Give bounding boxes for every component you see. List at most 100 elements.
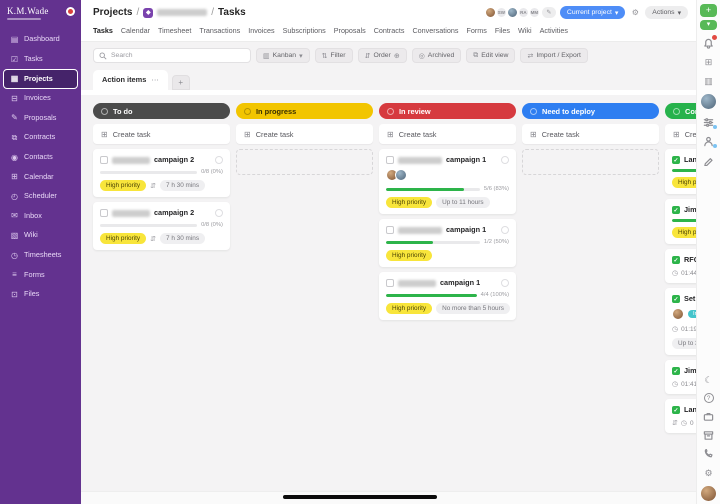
current-project-dropdown[interactable]: Current project ▾ [559, 6, 626, 19]
task-card[interactable]: ✓ RFQ in ◷01:44 [665, 249, 696, 284]
empty-drop-zone[interactable] [522, 149, 659, 175]
column-header-in-review[interactable]: In review [379, 103, 516, 119]
task-status-ring[interactable] [501, 226, 509, 235]
task-checkbox[interactable] [386, 279, 394, 288]
tab-files[interactable]: Files [494, 26, 510, 35]
user-avatar[interactable] [701, 94, 716, 109]
task-card[interactable]: ✓ Set up Inte ◷01:19 Up to 30 mins [665, 288, 696, 356]
column-header-in-progress[interactable]: In progress [236, 103, 373, 119]
tab-proposals[interactable]: Proposals [333, 26, 366, 35]
task-card[interactable]: campaign 1 5/6 (83%) High priority Up to … [379, 149, 516, 215]
add-view-button[interactable]: + [171, 75, 190, 90]
dark-mode-moon-icon[interactable]: ☾ [704, 374, 713, 385]
sidebar-item-dashboard[interactable]: ▤ Dashboard [3, 30, 78, 50]
tab-subscriptions[interactable]: Subscriptions [282, 26, 326, 35]
member-avatar[interactable] [484, 7, 496, 18]
pen-icon[interactable] [703, 154, 715, 166]
tab-calendar[interactable]: Calendar [120, 26, 151, 35]
filter-button[interactable]: ⇅ Filter [314, 48, 353, 63]
edit-view-button[interactable]: ⧉ Edit view [466, 48, 516, 63]
profile-avatar[interactable] [701, 486, 716, 501]
tab-forms[interactable]: Forms [466, 26, 487, 35]
task-checkbox-checked[interactable]: ✓ [672, 206, 680, 215]
board-panel-icon[interactable]: ▥ [704, 75, 713, 86]
briefcase-icon[interactable] [703, 410, 715, 422]
sidebar-item-proposals[interactable]: ✎ Proposals [3, 108, 78, 128]
create-task-button[interactable]: ⊞ Create task [379, 124, 516, 144]
sidebar-item-wiki[interactable]: ▧ Wiki [3, 226, 78, 246]
sidebar-item-contacts[interactable]: ◉ Contacts [3, 148, 78, 168]
assignee-avatar[interactable] [395, 169, 407, 182]
search-input[interactable]: Search [93, 48, 251, 63]
phone-icon[interactable] [703, 448, 715, 460]
task-status-ring[interactable] [501, 279, 509, 288]
task-checkbox-checked[interactable]: ✓ [672, 295, 680, 304]
sidebar-item-forms[interactable]: ≡ Forms [3, 265, 78, 285]
create-task-button[interactable]: ⊞ Create task [93, 124, 230, 144]
view-mode-dropdown[interactable]: ▥ Kanban ▾ [256, 48, 310, 63]
create-task-button[interactable]: ⊞ Create task [522, 124, 659, 144]
task-card[interactable]: ✓ Jim G ◷01:41 [665, 360, 696, 395]
task-checkbox[interactable] [386, 156, 394, 164]
sliders-icon[interactable] [703, 116, 717, 129]
sidebar-item-scheduler[interactable]: ◴ Scheduler [3, 187, 78, 207]
column-header-completed[interactable]: Completed [665, 103, 696, 119]
notifications-bell-icon[interactable] [703, 35, 717, 49]
actions-dropdown[interactable]: Actions ▾ [645, 6, 688, 19]
archive-icon[interactable] [703, 429, 715, 441]
settings-gear-icon[interactable]: ⚙ [631, 8, 639, 17]
column-header-need-to-deploy[interactable]: Need to deploy [522, 103, 659, 119]
task-status-ring[interactable] [215, 156, 223, 164]
tab-wiki[interactable]: Wiki [518, 26, 532, 35]
task-card[interactable]: ✓ Jim G High priority [665, 199, 696, 245]
sidebar-item-inbox[interactable]: ✉ Inbox [3, 206, 78, 226]
empty-drop-zone[interactable] [236, 149, 373, 175]
member-avatar-initials[interactable]: SW [495, 7, 507, 18]
tab-conversations[interactable]: Conversations [412, 26, 459, 35]
task-checkbox-checked[interactable]: ✓ [672, 256, 680, 265]
member-avatar[interactable] [506, 7, 518, 18]
column-header-todo[interactable]: To do [93, 103, 230, 119]
task-checkbox[interactable] [100, 209, 108, 218]
quick-add-chevron-button[interactable]: ▾ [700, 20, 717, 30]
breadcrumb-projects[interactable]: Projects [93, 7, 133, 18]
task-checkbox[interactable] [386, 226, 394, 235]
task-card[interactable]: campaign 1 1/2 (50%) High priority [379, 219, 516, 268]
task-card[interactable]: campaign 2 0/8 (0%) High priority ⇵ 7 h 30… [93, 202, 230, 251]
member-avatar-initials[interactable]: MM [528, 7, 540, 18]
create-task-button[interactable]: ⊞ Create task [665, 124, 696, 144]
sidebar-item-contracts[interactable]: ⧉ Contracts [3, 128, 78, 148]
collapse-column-icon[interactable] [530, 107, 537, 115]
task-card[interactable]: ✓ Lance ⇵◷0 [665, 399, 696, 434]
collapse-column-icon[interactable] [101, 107, 108, 115]
quick-add-button[interactable]: + [700, 4, 717, 17]
sidebar-collapse-button[interactable] [66, 7, 75, 16]
sidebar-item-files[interactable]: ⊡ Files [3, 285, 78, 305]
task-card[interactable]: campaign 2 0/8 (0%) High priority ⇵ 7 h 30… [93, 149, 230, 198]
project-name-redacted[interactable] [157, 9, 208, 16]
tab-activities[interactable]: Activities [539, 26, 568, 35]
person-icon[interactable] [703, 135, 717, 148]
tab-invoices[interactable]: Invoices [248, 26, 275, 35]
sidebar-item-tasks[interactable]: ☑ Tasks [3, 50, 78, 70]
tab-tasks[interactable]: Tasks [93, 26, 113, 35]
help-icon[interactable]: ? [703, 393, 714, 403]
collapse-column-icon[interactable] [673, 107, 680, 115]
import-export-button[interactable]: ⇄ Import / Export [520, 48, 588, 63]
task-checkbox-checked[interactable]: ✓ [672, 367, 680, 376]
archived-button[interactable]: ◎ Archived [411, 48, 462, 63]
task-status-ring[interactable] [215, 209, 223, 218]
view-tab-action-items[interactable]: Action items ⋯ [93, 70, 168, 90]
collapse-column-icon[interactable] [387, 107, 394, 115]
sidebar-item-timesheets[interactable]: ◷ Timesheets [3, 246, 78, 266]
sidebar-item-projects[interactable]: ▦ Projects [3, 69, 78, 89]
task-checkbox[interactable] [100, 156, 108, 164]
tab-timesheet[interactable]: Timesheet [158, 26, 192, 35]
task-card[interactable]: campaign 1 4/4 (100%) High priority No mo… [379, 272, 516, 321]
sidebar-item-invoices[interactable]: ⊟ Invoices [3, 89, 78, 109]
more-options-icon[interactable]: ⋯ [151, 75, 159, 84]
calendar-panel-icon[interactable]: ⊞ [704, 56, 713, 67]
collapse-column-icon[interactable] [244, 107, 251, 115]
order-button[interactable]: ⇵ Order ⊕ [357, 48, 407, 63]
edit-members-icon[interactable]: ✎ [541, 7, 556, 18]
